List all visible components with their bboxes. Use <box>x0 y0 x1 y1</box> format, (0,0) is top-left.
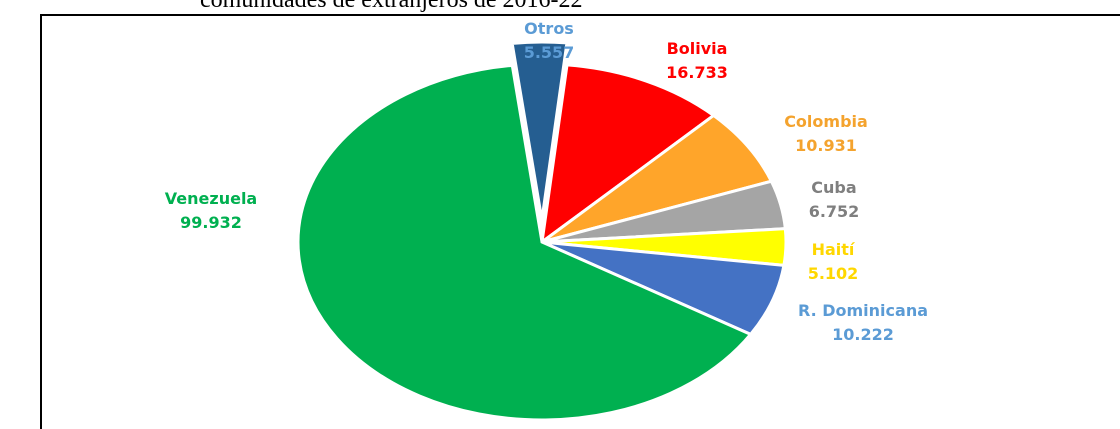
slice-label-name: Cuba <box>811 178 856 197</box>
slice-label-name: Otros <box>524 19 574 38</box>
pie-slice-bolivia <box>540 63 717 246</box>
pie-slice-colombia <box>541 113 774 244</box>
pie-labels: Otros 5.557 Bolivia 16.733 Colombia 10.931 Cub… <box>165 19 928 344</box>
pie-slices <box>296 40 788 422</box>
slice-label-value: 10.931 <box>795 136 857 155</box>
slice-label-value: 5.557 <box>524 43 575 62</box>
slice-label-name: Haití <box>812 240 856 259</box>
pie-slice-otros <box>510 40 569 221</box>
slice-label-name: Bolivia <box>667 39 728 58</box>
slice-label-value: 16.733 <box>666 63 728 82</box>
slice-label-name: Colombia <box>784 112 868 131</box>
chart-border-left <box>40 14 42 429</box>
slice-label-value: 6.752 <box>809 202 860 221</box>
slice-label-value: 5.102 <box>808 264 859 283</box>
chart-border-top <box>40 14 1120 16</box>
slice-label-name: Venezuela <box>165 189 257 208</box>
pie-slice-venezuela <box>296 63 754 422</box>
slice-label-name: R. Dominicana <box>798 301 928 320</box>
slice-label-value: 99.932 <box>180 213 242 232</box>
slice-label-value: 10.222 <box>832 325 894 344</box>
chart-title: comunidades de extranjeros de 2016-22 <box>200 0 583 13</box>
